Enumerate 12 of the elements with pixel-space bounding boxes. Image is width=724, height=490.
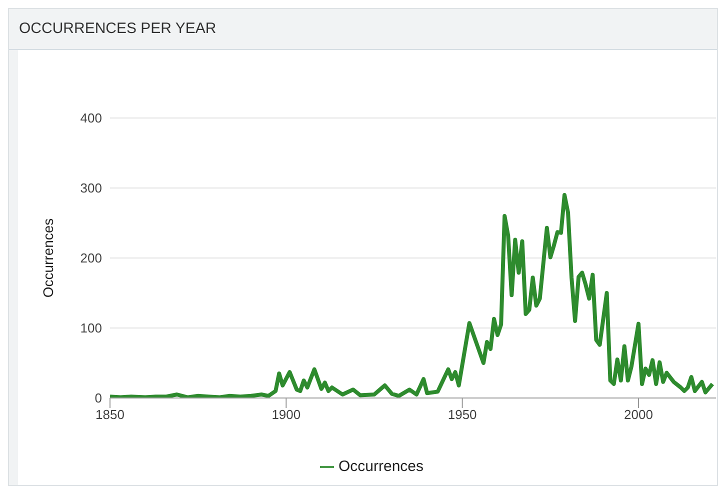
- y-tick-label: 100: [80, 320, 102, 336]
- chart-title: OCCURRENCES PER YEAR: [9, 9, 717, 50]
- y-tick-label: 300: [80, 180, 102, 196]
- y-axis-title: Occurrences: [40, 218, 56, 298]
- x-tick-label: 1950: [448, 407, 477, 422]
- x-tick-label: 2000: [624, 407, 653, 422]
- x-tick-label: 1850: [96, 407, 124, 422]
- x-tick-label: 1900: [272, 407, 301, 422]
- y-tick-label: 0: [94, 390, 102, 406]
- legend-label: Occurrences: [338, 458, 424, 475]
- y-tick-label: 400: [80, 110, 102, 126]
- y-tick-label: 200: [80, 250, 102, 266]
